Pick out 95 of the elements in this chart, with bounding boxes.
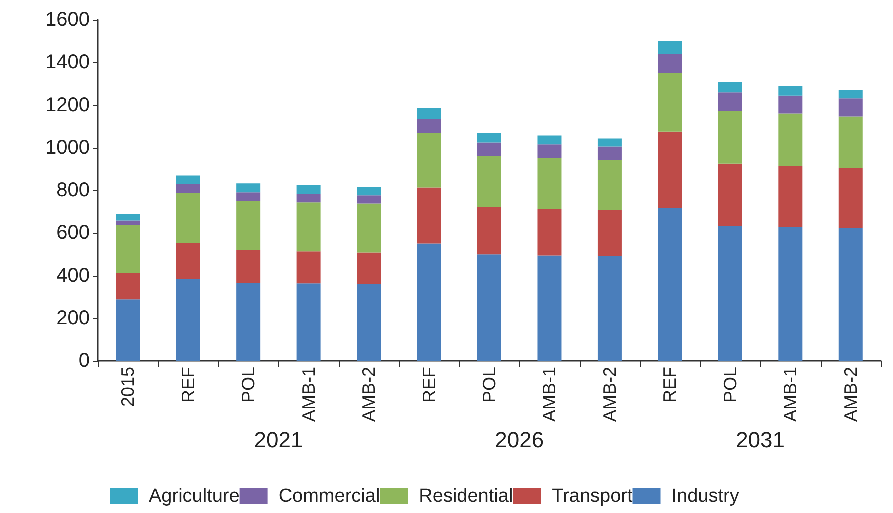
- bar: [357, 196, 382, 204]
- x-tick-label: AMB-2: [840, 367, 861, 422]
- y-tick-label: 200: [56, 307, 90, 330]
- x-tick-label: AMB-1: [540, 367, 560, 422]
- bar: [538, 144, 562, 159]
- bar: [176, 184, 200, 194]
- text: 2026: [495, 428, 544, 452]
- y-tick-label: 1200: [46, 94, 90, 116]
- bar: [296, 194, 321, 203]
- y-tick-label: 1600: [46, 9, 90, 31]
- bar: [718, 82, 742, 93]
- bar: [478, 142, 502, 156]
- bar: [598, 210, 622, 256]
- y-tick-label: 1000: [46, 136, 90, 159]
- legend-label: Agriculture: [149, 486, 240, 507]
- bar: [718, 164, 742, 226]
- text: 2031: [736, 428, 786, 452]
- bar: [357, 252, 382, 284]
- x-tick-label: AMB-1: [298, 367, 319, 422]
- x-tick-label: POL: [720, 367, 740, 404]
- bar: [296, 252, 321, 284]
- y-tick-label: 0: [78, 350, 90, 372]
- bar: [296, 185, 321, 194]
- bar: [357, 187, 382, 196]
- bar: [176, 176, 200, 184]
- bar: [116, 300, 140, 361]
- legend-label: Industry: [672, 486, 740, 507]
- bar: [417, 188, 442, 244]
- bar: [116, 273, 140, 300]
- bar: [116, 220, 140, 226]
- bar: [176, 279, 200, 361]
- bar: [538, 209, 562, 256]
- bar: [838, 168, 863, 228]
- bar: [838, 228, 863, 361]
- x-tick-label: AMB-2: [359, 367, 380, 422]
- bar: [598, 256, 622, 361]
- bar: [838, 98, 863, 117]
- bar: [838, 90, 863, 99]
- bar: [296, 202, 321, 252]
- bar: [778, 86, 803, 96]
- y-tick-label: 600: [56, 222, 90, 244]
- text: 2021: [254, 428, 304, 452]
- bar: [417, 244, 442, 361]
- bar: [778, 227, 803, 361]
- bar: [598, 146, 622, 160]
- bar: [538, 256, 562, 361]
- y-tick-label: 800: [56, 180, 90, 202]
- x-tick-label: AMB-1: [780, 367, 801, 422]
- bar: [357, 284, 382, 361]
- x-tick-label: REF: [660, 366, 680, 403]
- x-tick-label: 2015: [118, 367, 138, 408]
- bar: [478, 133, 502, 143]
- bar: [176, 243, 200, 280]
- bar: [236, 283, 261, 361]
- bar: [718, 226, 742, 361]
- x-tick-label: AMB-2: [600, 367, 620, 422]
- legend-label: Commercial: [278, 486, 380, 507]
- bar: [538, 136, 562, 145]
- bar: [778, 114, 803, 166]
- bar: [478, 156, 502, 208]
- bar: [236, 201, 261, 250]
- bar: [296, 284, 321, 361]
- bar: [718, 111, 742, 164]
- bar: [598, 160, 622, 210]
- bar: [236, 250, 261, 284]
- bar: [658, 132, 682, 208]
- bar: [116, 214, 140, 221]
- bar: [658, 73, 682, 132]
- x-tick-label: POL: [480, 367, 500, 404]
- bar: [658, 54, 682, 74]
- bar: [838, 116, 863, 169]
- bar: [778, 166, 803, 228]
- bar: [236, 184, 261, 193]
- x-tick-label: REF: [178, 366, 198, 403]
- bar: [478, 207, 502, 255]
- bar: [236, 192, 261, 202]
- x-tick-label: POL: [238, 367, 259, 404]
- x-tick-label: REF: [419, 366, 440, 403]
- bar: [778, 96, 803, 114]
- bar: [658, 42, 682, 55]
- bar: [598, 138, 622, 147]
- bar: [357, 204, 382, 253]
- bar: [718, 92, 742, 112]
- bar: [538, 158, 562, 210]
- bar: [417, 133, 442, 188]
- bar: [417, 108, 442, 120]
- bar: [116, 225, 140, 274]
- y-tick-label: 1400: [46, 52, 90, 74]
- bar: [658, 208, 682, 361]
- legend-label: Transport: [552, 486, 634, 507]
- bar: [417, 119, 442, 134]
- bar: [176, 193, 200, 244]
- legend-label: Residential: [419, 486, 514, 507]
- y-tick-label: 400: [56, 264, 90, 287]
- bar: [478, 254, 502, 361]
